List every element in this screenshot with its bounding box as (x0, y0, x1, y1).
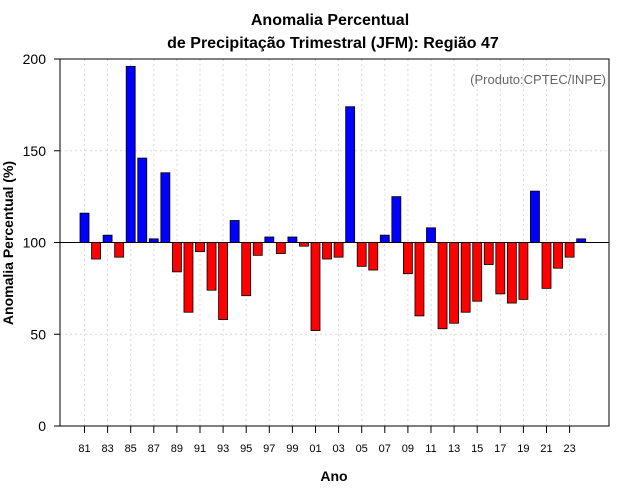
y-tick-label: 50 (30, 326, 46, 342)
x-tick-label: 15 (471, 443, 483, 455)
bars-layer (79, 65, 587, 331)
bar-95 (241, 242, 252, 297)
x-tick-label: 05 (356, 443, 368, 455)
x-tick-label: 03 (332, 443, 344, 455)
bar-96 (252, 242, 263, 256)
bar-01 (310, 242, 321, 331)
x-tick-label: 23 (563, 443, 575, 455)
y-tick-label: 0 (38, 418, 46, 434)
bar-85 (125, 65, 136, 243)
x-tick-label: 21 (540, 443, 552, 455)
bar-84 (114, 242, 125, 258)
bar-89 (171, 242, 182, 273)
bar-17 (495, 242, 506, 295)
x-tick-label: 85 (125, 443, 137, 455)
bar-98 (275, 242, 286, 254)
bar-99 (287, 236, 298, 243)
bar-14 (460, 242, 471, 313)
bar-11 (426, 227, 436, 243)
x-tick-label: 19 (517, 443, 529, 455)
y-axis-label: Anomalia Percentual (%) (0, 161, 16, 325)
y-tick-label: 150 (23, 143, 47, 159)
bar-18 (506, 242, 517, 304)
bar-81 (79, 212, 90, 243)
bar-88 (160, 172, 171, 243)
bar-15 (472, 242, 483, 302)
bar-22 (553, 242, 563, 269)
bar-06 (368, 242, 379, 271)
bar-10 (414, 242, 425, 317)
grid-layer (60, 58, 609, 427)
bar-12 (437, 242, 448, 330)
bar-24 (576, 238, 587, 243)
bar-23 (564, 242, 575, 258)
bar-91 (195, 242, 205, 253)
bar-09 (402, 242, 413, 275)
x-tick-label: 91 (194, 443, 206, 455)
bar-03 (333, 242, 344, 258)
x-tick-label: 83 (101, 443, 113, 455)
bar-94 (229, 220, 240, 243)
x-axis-label: Ano (320, 468, 347, 484)
bar-16 (483, 242, 494, 265)
bar-83 (102, 234, 113, 243)
chart-title: Anomalia Percentual (251, 12, 409, 29)
bar-87 (148, 238, 159, 243)
x-tick-label: 89 (171, 443, 183, 455)
x-tick-label: 97 (263, 443, 275, 455)
bar-04 (345, 106, 356, 243)
x-tick-label: 87 (148, 443, 160, 455)
axes-layer: 0 50 100 150 200 81 83 85 87 89 91 93 95 97 99 01 03 05 07… (23, 51, 610, 455)
x-tick-label: 81 (78, 443, 90, 455)
source-annotation: (Produto:CPTEC/INPE) (470, 72, 606, 87)
x-tick-label: 99 (286, 443, 298, 455)
chart-subtitle: de Precipitação Trimestral (JFM): Região… (167, 35, 499, 52)
x-tick-label: 09 (402, 443, 414, 455)
bar-86 (137, 157, 148, 243)
bar-21 (541, 242, 552, 289)
x-tick-label: 95 (240, 443, 252, 455)
bar-07 (379, 234, 390, 243)
x-tick-label: 11 (425, 443, 436, 455)
bar-90 (183, 242, 194, 313)
y-tick-label: 200 (23, 51, 47, 67)
bar-93 (218, 242, 229, 320)
bar-97 (264, 236, 275, 243)
x-tick-label: 93 (217, 443, 229, 455)
x-tick-label: 17 (494, 443, 506, 455)
bar-19 (518, 242, 529, 300)
bar-13 (449, 242, 460, 324)
bar-02 (322, 242, 332, 260)
bar-92 (206, 242, 217, 291)
bar-20 (530, 190, 540, 243)
bar-00 (299, 242, 309, 247)
bar-08 (391, 196, 402, 243)
x-tick-label: 01 (309, 443, 321, 455)
x-tick-label: 13 (448, 443, 460, 455)
y-tick-label: 100 (23, 235, 47, 251)
x-tick-label: 07 (379, 443, 391, 455)
bar-82 (91, 242, 101, 260)
bar-05 (356, 242, 367, 267)
